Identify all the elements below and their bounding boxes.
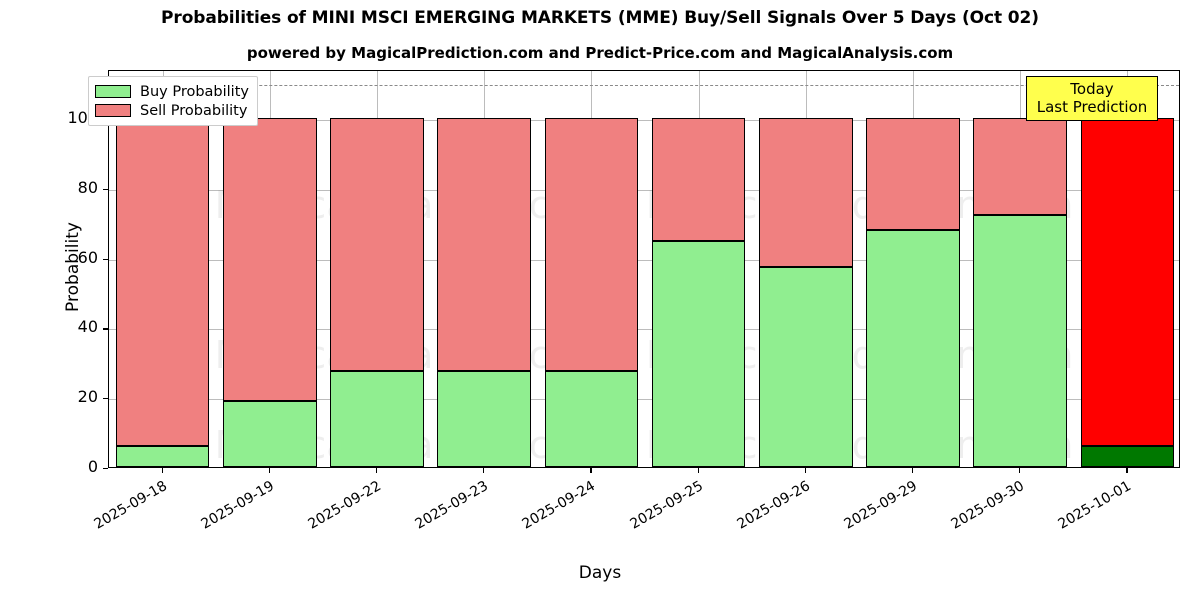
x-tick-label: 2025-09-29 <box>841 478 920 533</box>
bar-segment-buy <box>973 214 1068 467</box>
x-tick-label: 2025-09-25 <box>627 478 706 533</box>
y-gridline <box>109 399 1179 401</box>
legend-item-sell: Sell Probability <box>95 101 249 120</box>
x-tick-label: 2025-09-24 <box>519 478 599 533</box>
legend-swatch-sell <box>95 104 131 117</box>
bar-column[interactable] <box>437 71 532 467</box>
bar-column[interactable] <box>651 71 746 467</box>
x-tick-mark <box>1019 468 1021 473</box>
x-tick-mark <box>483 468 485 473</box>
bar-column[interactable] <box>222 71 317 467</box>
y-tick-mark <box>103 328 108 330</box>
chart-subtitle: powered by MagicalPrediction.com and Pre… <box>246 44 954 62</box>
y-tick-label: 60 <box>77 247 98 267</box>
x-tick-mark <box>268 468 271 473</box>
x-tick-mark <box>697 468 699 473</box>
bar-segment-buy <box>330 371 424 467</box>
legend-label-sell: Sell Probability <box>140 102 248 119</box>
legend-item-buy: Buy Probability <box>95 82 249 101</box>
today-label-line2: Last Prediction <box>1036 98 1148 116</box>
y-tick-mark <box>103 188 108 190</box>
bar-segment-sell <box>866 117 960 230</box>
y-tick-label: 40 <box>77 317 98 337</box>
legend-label-buy: Buy Probability <box>140 83 249 100</box>
bar-segment-buy <box>1080 446 1175 467</box>
bar-segment-sell <box>222 117 317 401</box>
x-tick-mark <box>376 468 378 473</box>
x-tick-label: 2025-09-26 <box>734 478 813 533</box>
y-tick-label: 80 <box>77 177 98 197</box>
threshold-line <box>109 84 1179 86</box>
x-tick-mark <box>161 468 163 473</box>
bar-segment-sell <box>973 117 1068 215</box>
legend-swatch-buy <box>95 85 131 98</box>
bar-segment-buy <box>758 266 853 467</box>
bar-segment-sell <box>437 117 532 372</box>
bar-segment-buy <box>544 371 639 467</box>
x-tick-label: 2025-09-23 <box>412 478 492 533</box>
y-gridline <box>109 119 1179 121</box>
y-gridline <box>109 189 1179 191</box>
bar-segment-sell <box>330 117 424 372</box>
y-gridline <box>109 329 1179 331</box>
bar-segment-sell <box>115 117 210 447</box>
y-tick-mark <box>103 398 108 400</box>
today-annotation: Today Last Prediction <box>1026 76 1158 121</box>
bar-segment-buy <box>651 241 746 467</box>
x-tick-label: 2025-09-30 <box>948 478 1028 533</box>
page-title: Probabilities of MINI MSCI EMERGING MARK… <box>161 8 1039 28</box>
x-tick-mark <box>590 468 592 473</box>
bar-segment-buy <box>866 229 960 467</box>
y-tick-label: 0 <box>87 457 98 476</box>
x-tick-mark <box>912 468 914 473</box>
x-tick-mark <box>1126 468 1128 473</box>
x-tick-mark <box>804 468 807 473</box>
bar-segment-buy <box>115 446 210 467</box>
y-tick-mark <box>103 468 108 470</box>
bar-column[interactable] <box>544 71 639 467</box>
y-tick-mark <box>103 258 108 260</box>
bar-column[interactable] <box>758 71 853 467</box>
plot-area: MagicalAnalysis.comMagicalPrediction.com… <box>108 70 1180 468</box>
x-axis-label: Days <box>578 563 622 583</box>
bar-segment-sell <box>544 117 639 372</box>
bar-today[interactable] <box>1080 71 1175 467</box>
bar-column[interactable] <box>866 71 960 467</box>
bar-segment-buy <box>222 400 317 467</box>
chart-legend: Buy Probability Sell Probability <box>88 76 258 126</box>
x-tick-label: 2025-09-19 <box>198 478 277 533</box>
y-tick-label: 20 <box>77 387 98 407</box>
y-gridline <box>109 259 1179 261</box>
bar-segment-sell <box>758 117 853 267</box>
y-axis-label: Probability <box>63 222 83 312</box>
x-tick-label: 2025-10-01 <box>1055 478 1135 533</box>
bar-segment-sell <box>651 117 746 242</box>
bar-segment-sell <box>1080 117 1175 447</box>
x-tick-label: 2025-09-18 <box>91 478 170 533</box>
bar-column[interactable] <box>330 71 424 467</box>
today-label-line1: Today <box>1070 80 1114 98</box>
bar-column[interactable] <box>973 71 1068 467</box>
bar-column[interactable] <box>115 71 210 467</box>
x-tick-label: 2025-09-22 <box>305 478 384 533</box>
bar-segment-buy <box>437 371 532 467</box>
